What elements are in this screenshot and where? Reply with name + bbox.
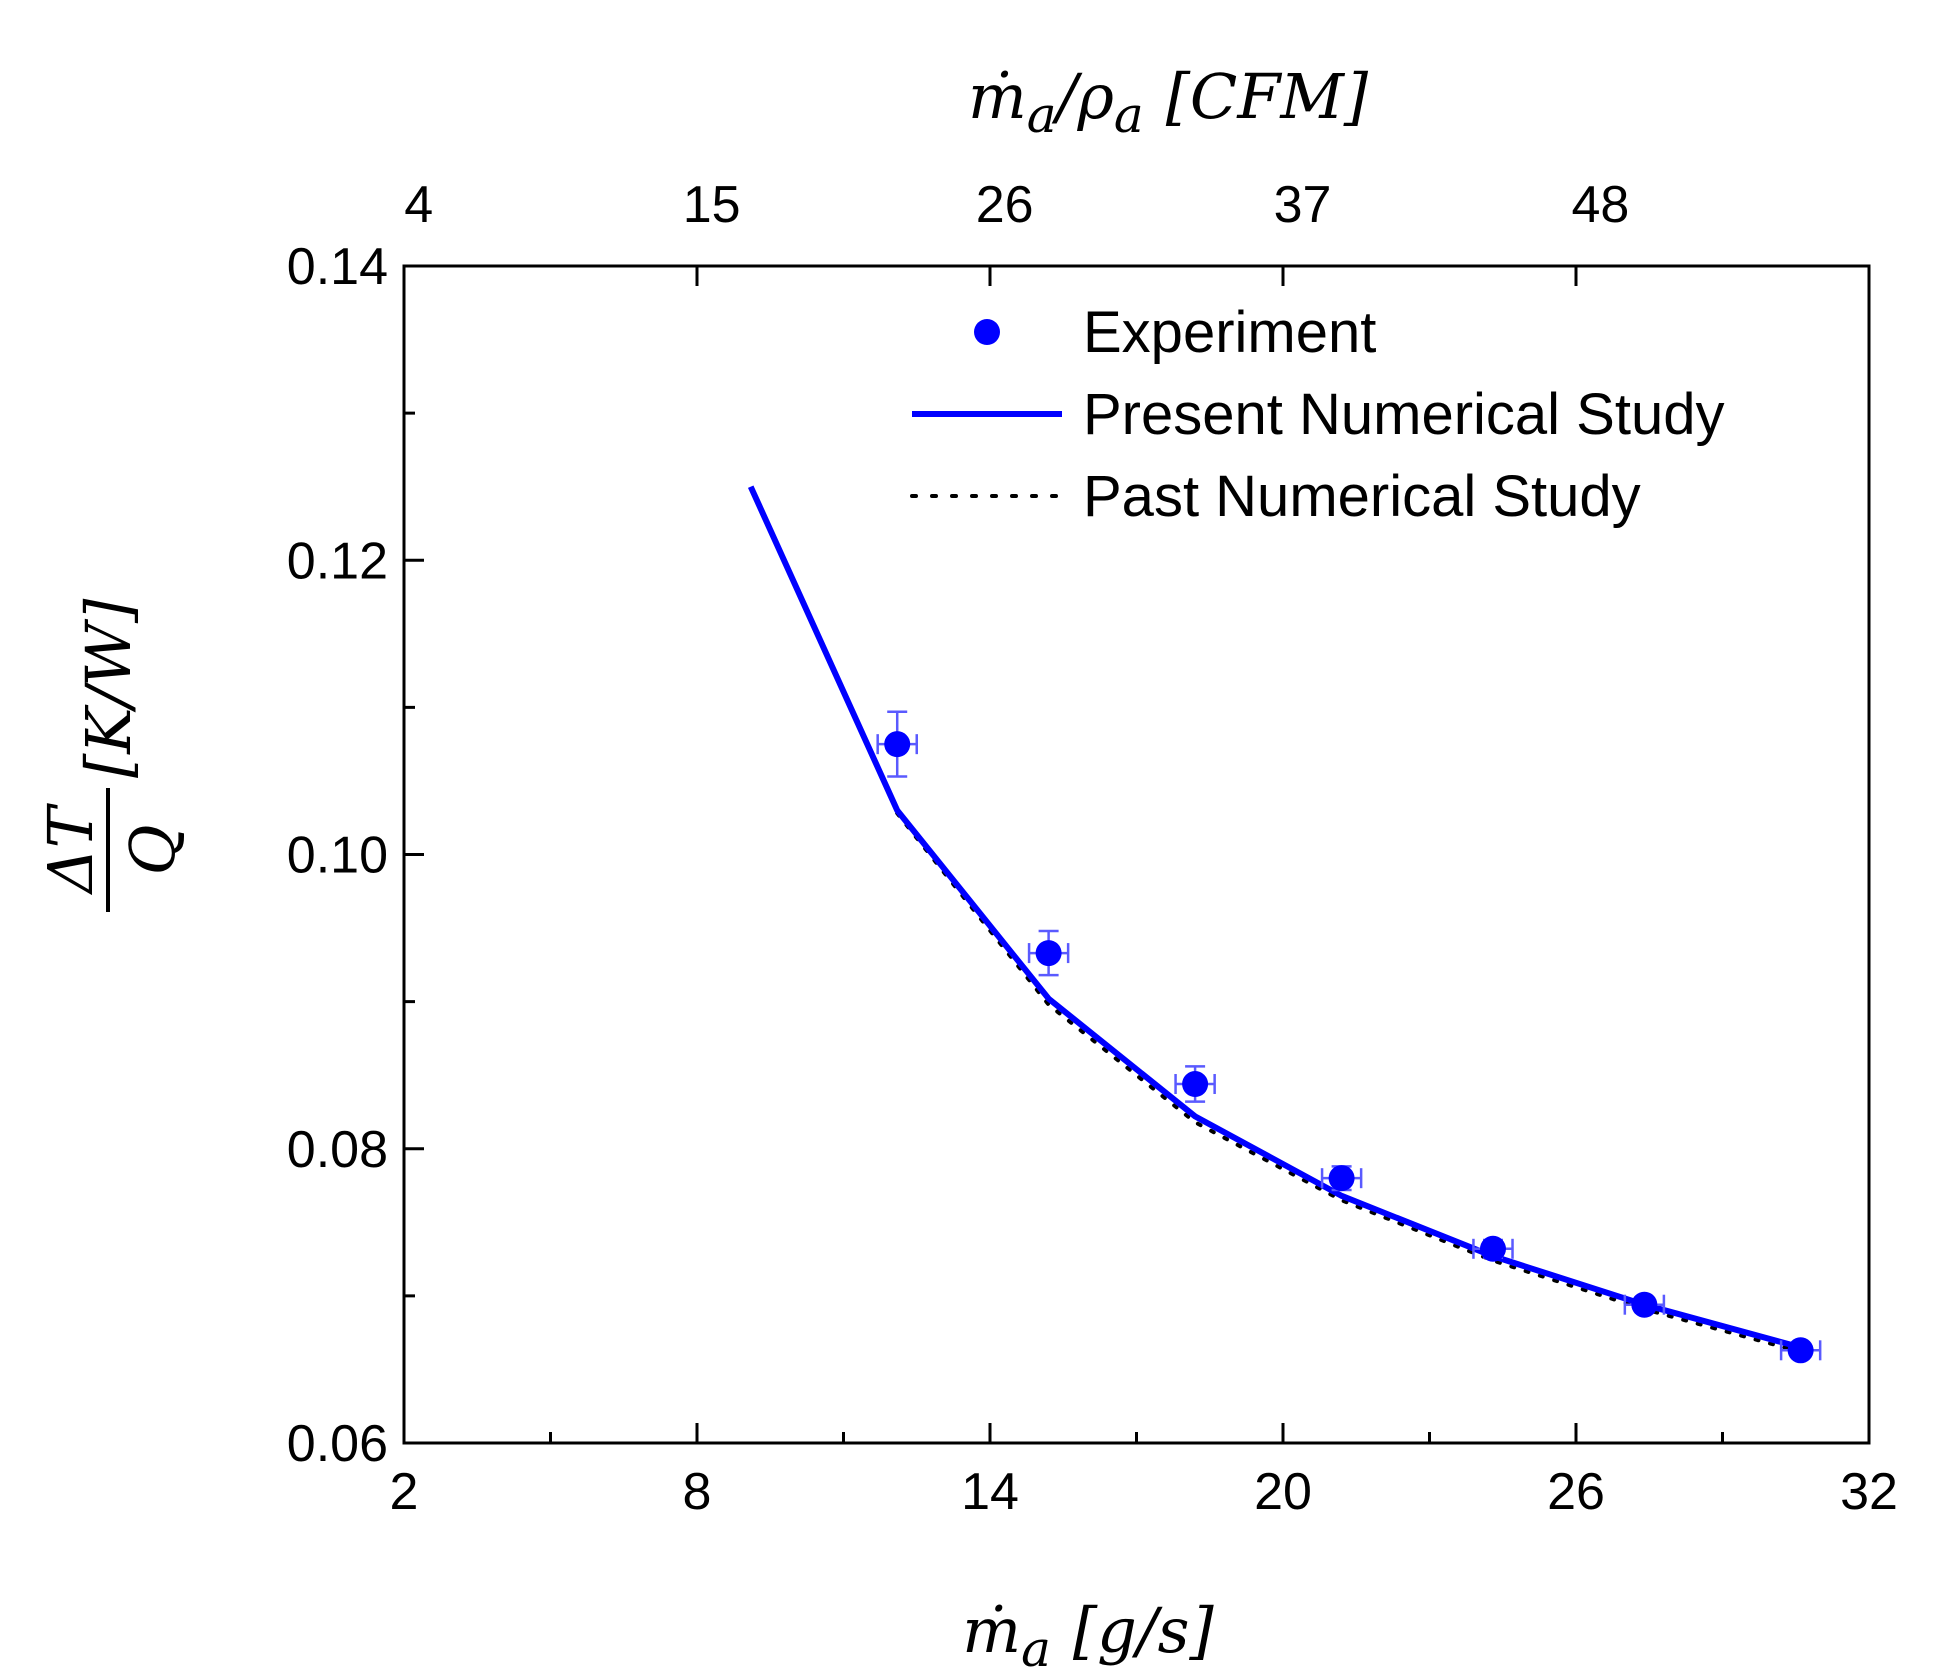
- x2-title-symbol: ṁ: [968, 60, 1027, 133]
- experiment-point: [1182, 1071, 1209, 1098]
- x2-title-symbol2: ρ: [1076, 60, 1113, 133]
- x-tick-label: 2: [390, 1463, 419, 1521]
- y-tick-label: 0.14: [287, 238, 388, 296]
- y-title-numerator: ΔT: [34, 802, 107, 895]
- x-tick-label: 8: [683, 1463, 712, 1521]
- experiment-point: [1035, 940, 1062, 967]
- experiment-point: [1479, 1235, 1506, 1262]
- experiment-point: [1631, 1291, 1658, 1318]
- x-title-symbol: ṁ: [962, 1594, 1021, 1667]
- y-tick-label: 0.08: [287, 1121, 388, 1179]
- x2-tick-label: 26: [976, 176, 1034, 234]
- legend: Experiment Present Numerical Study Past …: [910, 300, 1724, 529]
- x2-title-unit: [CFM]: [1166, 60, 1369, 133]
- experiment-point: [1328, 1165, 1355, 1192]
- x2-tick-label: 15: [683, 176, 741, 234]
- x2-axis-title: ṁa/ρa [CFM]: [968, 60, 1369, 144]
- x-tick-label: 26: [1547, 1463, 1605, 1521]
- x2-title-sub: a: [1027, 86, 1057, 144]
- experiment-point: [884, 731, 911, 758]
- present-numerical-line: [747, 485, 1802, 1351]
- x2-title-slash: /: [1052, 60, 1083, 133]
- x2-tick-label: 37: [1274, 176, 1332, 234]
- legend-marker-experiment: [974, 319, 1000, 345]
- experiment-point: [1787, 1337, 1814, 1364]
- series-past-numerical-study: [895, 811, 1803, 1354]
- past-numerical-line: [895, 811, 1803, 1354]
- x2-tick-label: 4: [404, 176, 433, 234]
- legend-label-experiment: Experiment: [1083, 300, 1376, 365]
- x-tick-label: 32: [1840, 1463, 1898, 1521]
- top-axis-ticks: 4 15 26 37 48: [404, 176, 1629, 234]
- y-title-unit: [K/W]: [72, 598, 145, 778]
- x2-tick-label: 48: [1571, 176, 1629, 234]
- x-tick-label: 14: [961, 1463, 1019, 1521]
- x-title-sub: a: [1021, 1620, 1051, 1678]
- y-tick-label: 0.06: [287, 1415, 388, 1473]
- legend-label-past: Past Numerical Study: [1083, 464, 1641, 529]
- series-experiment: [876, 710, 1822, 1364]
- y-title-denominator: Q: [116, 825, 189, 876]
- x-title-unit: [g/s]: [1073, 1594, 1215, 1667]
- x-axis-title: ṁa [g/s]: [962, 1594, 1214, 1678]
- legend-label-present: Present Numerical Study: [1083, 382, 1724, 447]
- x-tick-label: 20: [1254, 1463, 1312, 1521]
- y-tick-label: 0.12: [287, 532, 388, 590]
- x2-title-sub2: a: [1114, 86, 1144, 144]
- x-axis-ticks: 2 8 14 20 26 32: [390, 266, 1898, 1521]
- y-axis-ticks: 0.06 0.08 0.10 0.12 0.14: [287, 238, 424, 1473]
- series-present-numerical-study: [747, 485, 1802, 1351]
- y-tick-label: 0.10: [287, 827, 388, 885]
- y-axis-title: ΔT Q [K/W]: [34, 598, 189, 912]
